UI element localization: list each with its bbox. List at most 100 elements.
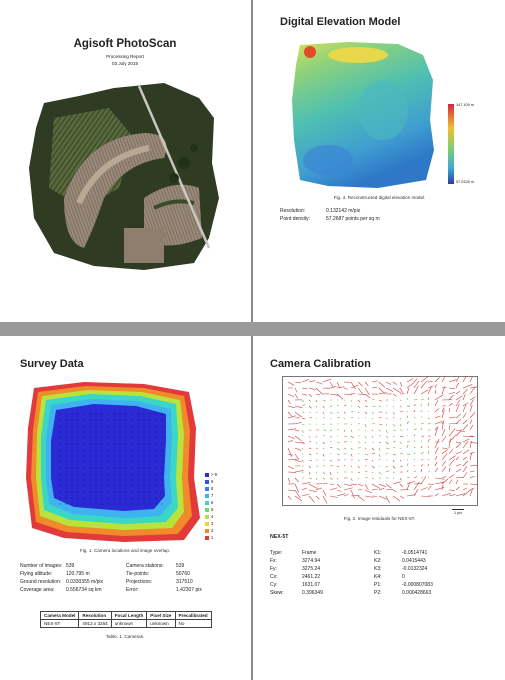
residual-vector <box>315 441 318 444</box>
residual-vector <box>343 411 346 414</box>
camera-station-dot <box>155 425 157 427</box>
residual-vector <box>441 420 444 431</box>
camera-station-dot <box>161 479 163 481</box>
camera-station-dot <box>155 473 157 475</box>
camera-station-dot <box>113 503 115 505</box>
camera-station-dot <box>95 449 97 451</box>
camera-station-dot <box>149 497 151 499</box>
residual-vector <box>364 459 368 461</box>
residual-vector <box>427 381 433 383</box>
residual-vector <box>371 429 374 431</box>
residual-vector <box>350 411 354 413</box>
residual-vector <box>441 460 446 467</box>
camera-station-dot <box>143 473 145 475</box>
camera-station-dot <box>119 491 121 493</box>
residual-vector <box>441 436 447 443</box>
residual-vector <box>420 422 424 425</box>
residual-vector <box>364 387 370 396</box>
camera-station-dot <box>101 473 103 475</box>
camera-station-dot <box>95 491 97 493</box>
camera-station-dot <box>137 497 139 499</box>
residual-vector <box>413 434 416 437</box>
residual-vector <box>413 399 418 401</box>
camera-station-dot <box>77 461 79 463</box>
residual-vector <box>385 483 392 489</box>
camera-station-dot <box>83 443 85 445</box>
residual-vector <box>448 379 457 383</box>
camera-station-dot <box>113 467 115 469</box>
residual-vector <box>315 399 318 403</box>
legend-label: 3 <box>211 521 214 526</box>
camera-station-dot <box>101 413 103 415</box>
residual-vector <box>413 447 416 449</box>
residual-vector <box>371 465 375 469</box>
camera-station-dot <box>71 467 73 469</box>
camera-station-dot <box>83 431 85 433</box>
camera-station-dot <box>131 425 133 427</box>
camera-station-dot <box>107 425 109 427</box>
residual-vector <box>308 387 316 391</box>
residual-vector <box>294 411 303 418</box>
residual-vector <box>455 419 462 425</box>
residual-vector <box>378 423 383 426</box>
residual-vector <box>287 440 293 443</box>
camera-station-dot <box>77 425 79 427</box>
residual-vector <box>385 411 387 414</box>
camera-station-dot <box>143 491 145 493</box>
table-row: NEX-5T 4912 x 3264 unknown unknown No <box>39 619 212 628</box>
camera-station-dot <box>65 449 67 451</box>
camera-station-dot <box>71 503 73 505</box>
camera-station-dot <box>161 431 163 433</box>
camera-station-dot <box>83 503 85 505</box>
camera-station-dot <box>155 467 157 469</box>
residual-vector <box>455 395 463 401</box>
residual-vector <box>378 429 381 432</box>
residual-vector <box>287 495 292 500</box>
camera-station-dot <box>113 455 115 457</box>
residual-vector <box>357 459 360 462</box>
camera-station-dot <box>77 491 79 493</box>
residual-vector <box>406 453 411 455</box>
camera-station-dot <box>131 455 133 457</box>
residual-vector <box>357 387 363 394</box>
camera-station-dot <box>155 431 157 433</box>
residual-vector <box>336 483 341 488</box>
residual-vector <box>427 410 429 413</box>
residual-vector <box>420 451 424 455</box>
camera-station-dot <box>137 425 139 427</box>
residual-vector <box>343 487 353 491</box>
residual-vector <box>385 387 394 392</box>
residual-vector <box>420 495 430 497</box>
camera-station-dot <box>143 461 145 463</box>
residual-vector <box>294 393 299 399</box>
camera-station-dot <box>59 443 61 445</box>
camera-station-dot <box>77 419 79 421</box>
scale-bar <box>452 509 464 510</box>
residual-vector <box>413 378 418 383</box>
residual-vector <box>308 483 318 489</box>
residual-vector <box>329 487 338 491</box>
camera-station-dot <box>71 437 73 439</box>
residual-vector <box>420 475 427 485</box>
residual-vector <box>336 411 340 414</box>
residual-vector <box>343 387 348 390</box>
survey-stat-row: Flying altitude: 120.795 m <box>20 571 90 577</box>
residual-vector <box>301 387 308 390</box>
residual-vector <box>427 397 429 401</box>
residual-vector <box>385 447 390 449</box>
residual-vector <box>336 381 340 388</box>
camera-station-dot <box>131 437 133 439</box>
camera-station-dot <box>65 467 67 469</box>
camera-station-dot <box>119 455 121 457</box>
residual-vector <box>392 453 397 456</box>
camera-station-dot <box>77 473 79 475</box>
camera-station-dot <box>161 467 163 469</box>
colorbar-max-label: 147.109 m <box>456 103 474 107</box>
camera-station-dot <box>149 431 151 433</box>
camera-station-dot <box>101 491 103 493</box>
residual-vector <box>392 459 395 463</box>
residual-vector <box>399 423 402 427</box>
camera-stations <box>59 413 163 505</box>
residual-vector <box>427 438 430 443</box>
residual-vectors <box>287 376 478 504</box>
